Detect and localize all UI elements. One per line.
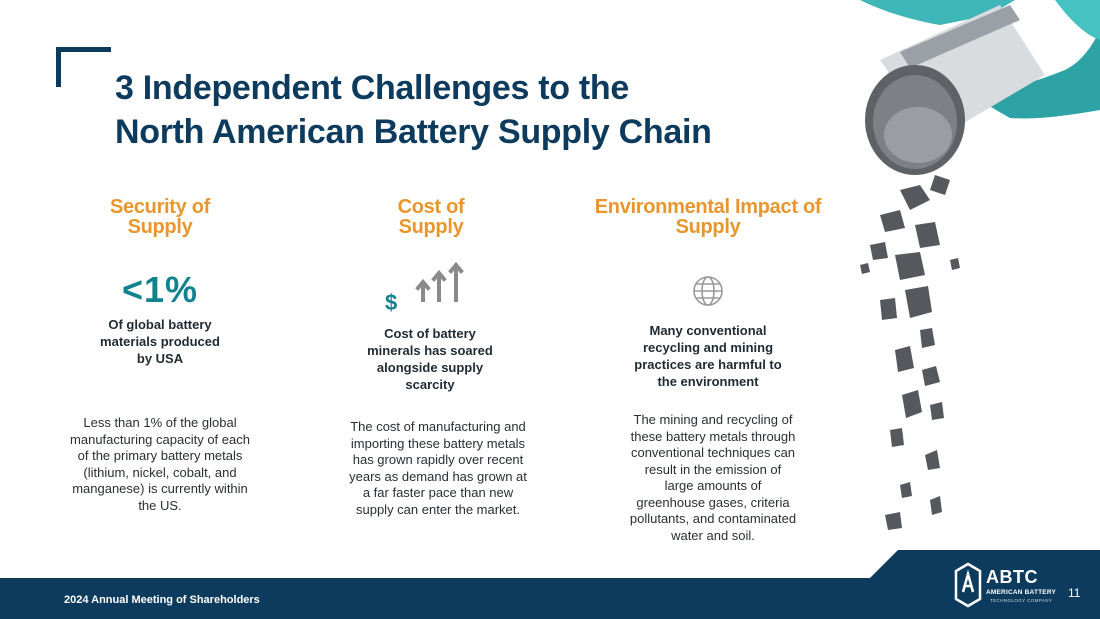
logo-line-2: TECHNOLOGY COMPANY — [990, 598, 1053, 603]
column-environment: Environmental Impact of Supply — [578, 197, 838, 237]
column-body: Less than 1% of the global manufacturing… — [70, 415, 250, 513]
column-heading: Cost of Supply — [331, 197, 531, 237]
abtc-logo-icon — [954, 562, 982, 608]
column-subtitle: Of global battery materials produced by … — [100, 317, 220, 366]
column-heading: Environmental Impact of Supply — [578, 197, 838, 237]
column-heading-line-2: Supply — [127, 216, 193, 238]
footer-tab — [868, 550, 1100, 580]
column-heading-line-1: Security of — [109, 196, 211, 218]
column-body: The mining and recycling of these batter… — [629, 412, 797, 543]
column-subtitle: Many conventional recycling and mining p… — [634, 323, 782, 389]
logo-line-1: AMERICAN BATTERY — [986, 589, 1057, 596]
container-bottle — [865, 5, 1045, 175]
footer-meeting-label: 2024 Annual Meeting of Shareholders — [64, 594, 260, 606]
footer-bar — [0, 578, 1100, 619]
page-title: 3 Independent Challenges to the North Am… — [115, 66, 835, 154]
falling-debris — [860, 175, 960, 530]
page-number: 11 — [1068, 586, 1081, 600]
column-heading-line-2: Supply — [675, 216, 741, 238]
column-heading-line-1: Environmental Impact of — [594, 196, 822, 218]
rising-arrows-icon — [415, 261, 464, 302]
stat-value: <1% — [121, 269, 199, 310]
column-heading-line-2: Supply — [398, 216, 464, 238]
page-title-line-1: 3 Independent Challenges to the — [115, 69, 629, 107]
dollar-sign-icon: $ — [385, 290, 398, 315]
dollar-rising-arrows-icon: $ — [385, 260, 475, 316]
logo-name: ABTC — [986, 567, 1038, 587]
column-subtitle: Cost of battery minerals has soared alon… — [367, 326, 493, 392]
hand-pouring-battery-material-illustration — [860, 0, 1100, 530]
column-body: The cost of manufacturing and importing … — [349, 419, 527, 517]
corner-bracket-decoration — [56, 47, 111, 87]
column-heading: Security of Supply — [60, 197, 260, 237]
page-title-line-2: North American Battery Supply Chain — [115, 113, 712, 151]
column-heading-line-1: Cost of — [397, 196, 465, 218]
column-security: Security of Supply — [60, 197, 260, 237]
globe-icon — [693, 276, 723, 306]
column-cost: Cost of Supply — [331, 197, 531, 237]
